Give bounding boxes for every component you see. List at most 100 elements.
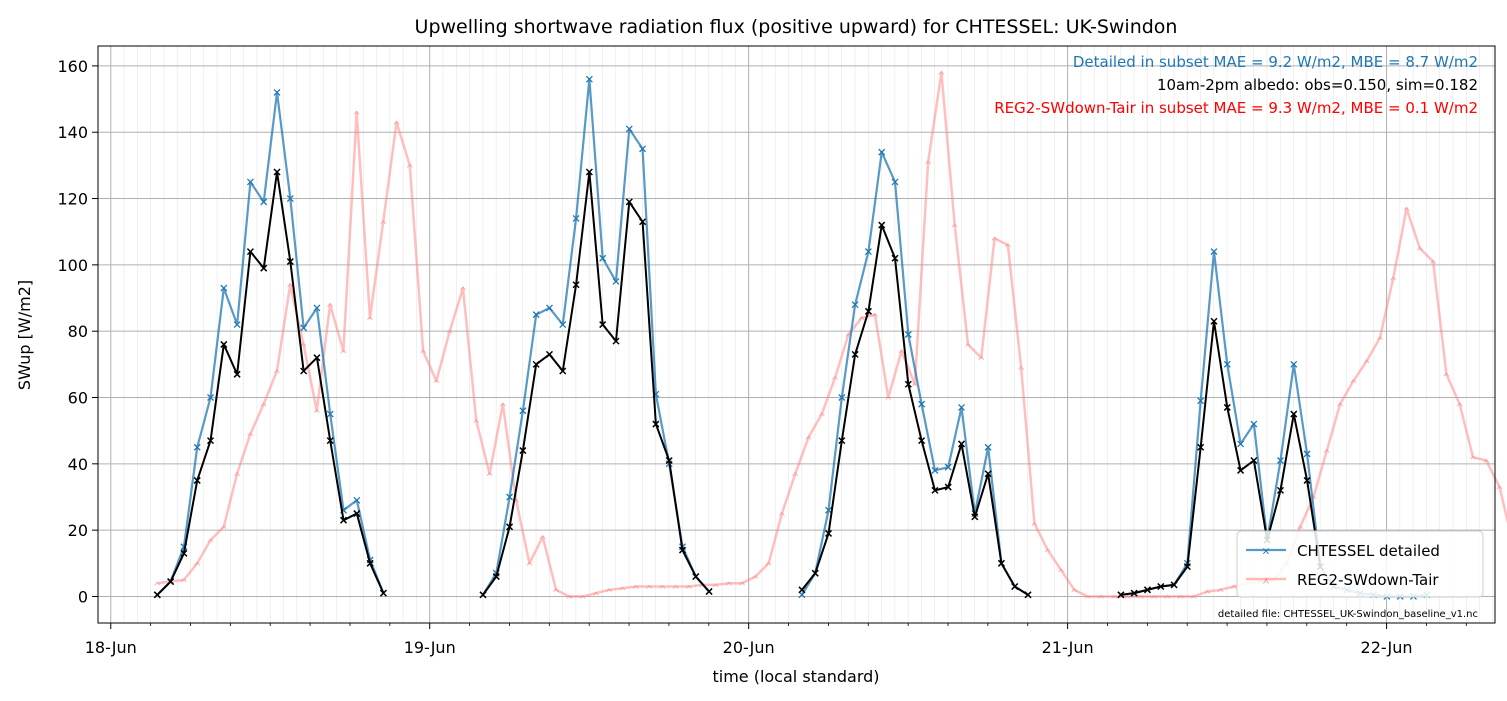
reg2-point: [606, 588, 613, 593]
chtessel-point: [918, 400, 926, 408]
reg2-point: [1337, 402, 1343, 407]
observation-point: [1170, 581, 1178, 589]
observation-line: [156, 171, 385, 596]
observation-line: [482, 171, 710, 596]
chtessel-point: [246, 178, 254, 186]
observation-point: [300, 367, 308, 375]
observation-point: [838, 437, 846, 445]
observation-point: [1143, 586, 1152, 594]
reg2-point: [1403, 206, 1410, 211]
reg2-point: [553, 588, 559, 593]
observation-point: [479, 591, 487, 599]
chtessel-point: [193, 443, 201, 451]
annotation-albedo: 10am-2pm albedo: obs=0.150, sim=0.182: [1157, 76, 1478, 94]
y-tick-label: 60: [68, 389, 88, 408]
reg2-point: [1071, 588, 1078, 593]
observation-point: [366, 559, 374, 567]
reg2-point: [1443, 372, 1450, 377]
observation-point: [864, 307, 872, 315]
reg2-point: [499, 402, 506, 407]
reg2-point: [406, 163, 413, 168]
chtessel-point: [1223, 360, 1231, 368]
chtessel-point: [891, 178, 899, 186]
y-axis-label: SWup [W/m2]: [15, 280, 34, 390]
chtessel-point: [532, 311, 540, 319]
x-tick-label: 22-Jun: [1361, 638, 1413, 657]
observation-point: [904, 380, 912, 388]
x-tick-label: 18-Jun: [85, 638, 137, 657]
reg2-point: [1031, 521, 1038, 526]
reg2-point: [872, 312, 878, 317]
x-axis-label: time (local standard): [712, 667, 879, 686]
observation-point: [492, 573, 500, 581]
chtessel-line: [800, 151, 1029, 596]
observation-point: [273, 168, 281, 176]
reg2-point: [1496, 485, 1503, 490]
chtessel-point: [326, 410, 334, 418]
reg2-point: [739, 581, 745, 586]
observation-point: [506, 523, 514, 531]
observation-point: [180, 549, 188, 557]
y-tick-label: 120: [57, 190, 88, 209]
observation-point: [878, 221, 886, 229]
reg2-point: [672, 584, 679, 589]
observation-point: [891, 254, 899, 262]
observation-point: [984, 470, 992, 478]
observation-line: [1120, 320, 1322, 596]
observation-point: [639, 218, 647, 226]
chtessel-point: [625, 125, 633, 133]
reg2-point: [1058, 568, 1064, 573]
legend-label-reg2: REG2-SWdown-Tair: [1297, 571, 1439, 589]
observation-point: [220, 340, 228, 348]
x-tick-label: 20-Jun: [723, 638, 775, 657]
observation-point: [1290, 410, 1298, 418]
reg2-point: [1350, 379, 1357, 384]
reg2-point: [925, 160, 932, 165]
observation-point: [353, 510, 361, 518]
observation-point: [260, 264, 268, 272]
observation-point: [1117, 591, 1125, 599]
observation-point: [811, 569, 819, 577]
observation-point: [599, 321, 607, 329]
annotation-detailed-stats: Detailed in subset MAE = 9.2 W/m2, MBE =…: [1073, 53, 1478, 71]
reg2-point: [181, 578, 187, 583]
y-axis: 0 20 40 60 80 100 120 140 160: [57, 57, 98, 606]
chtessel-point: [1197, 397, 1205, 405]
reg2-point: [486, 471, 493, 477]
observation-line: [801, 224, 1029, 596]
observation-point: [286, 258, 294, 266]
reg2-point: [420, 349, 427, 354]
chtessel-point: [1237, 440, 1245, 448]
reg2-point: [592, 591, 599, 596]
observation-point: [944, 483, 952, 491]
observation-point: [612, 337, 620, 345]
reg2-point: [765, 561, 772, 566]
series-observations: [153, 168, 1324, 599]
observation-point: [824, 529, 833, 537]
reg2-point: [154, 581, 161, 586]
chtessel-point: [599, 254, 607, 262]
reg2-point: [1204, 589, 1211, 594]
reg2-point: [991, 236, 998, 241]
chtessel-point: [572, 214, 580, 222]
reg2-point: [752, 574, 759, 579]
reg2-point: [938, 70, 945, 75]
chtessel-point: [506, 493, 514, 501]
observation-point: [652, 420, 660, 428]
legend-label-chtessel: CHTESSEL detailed: [1297, 542, 1440, 560]
observation-point: [206, 437, 215, 445]
reg2-point: [1430, 259, 1437, 264]
plot-frame: [97, 45, 1496, 624]
observation-point: [326, 437, 334, 445]
reg2-point: [1044, 548, 1051, 553]
reg2-point: [1111, 594, 1118, 599]
reg2-point: [287, 282, 294, 288]
reg2-point: [832, 375, 838, 380]
reg2-point: [1297, 525, 1304, 530]
observation-point: [167, 578, 175, 586]
reg2-line: [157, 71, 1507, 598]
chtessel-point: [904, 331, 912, 338]
reg2-point: [526, 561, 533, 566]
observation-point: [997, 559, 1005, 567]
